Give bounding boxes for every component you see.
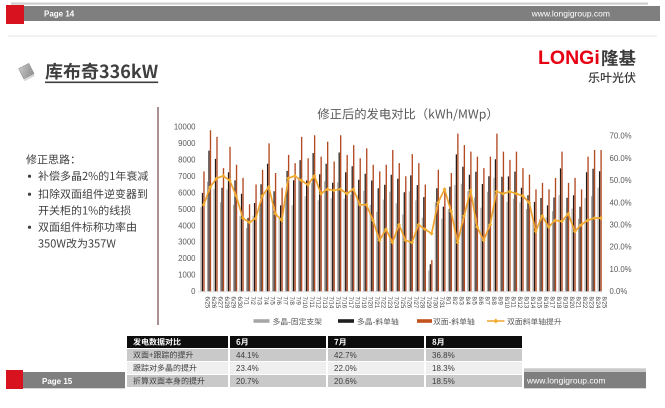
svg-text:8/7: 8/7 (484, 297, 490, 306)
svg-text:8/12: 8/12 (516, 297, 522, 309)
svg-text:7/2: 7/2 (249, 297, 255, 306)
svg-text:70.0%: 70.0% (610, 132, 632, 141)
svg-text:7/30: 7/30 (432, 297, 438, 309)
svg-text:60.0%: 60.0% (610, 154, 632, 163)
svg-text:8/25: 8/25 (601, 297, 607, 309)
svg-text:7/8: 7/8 (288, 297, 294, 306)
svg-text:8/16: 8/16 (542, 297, 548, 309)
svg-text:1000: 1000 (178, 271, 196, 280)
svg-text:7/26: 7/26 (405, 297, 411, 309)
svg-text:40.0%: 40.0% (610, 198, 632, 207)
svg-text:6/26: 6/26 (210, 297, 216, 309)
svg-text:20.6%: 20.6% (334, 377, 357, 386)
svg-text:8/8: 8/8 (490, 297, 496, 306)
svg-text:8/18: 8/18 (555, 297, 561, 309)
svg-text:9000: 9000 (178, 139, 196, 148)
svg-text:6000: 6000 (178, 188, 196, 197)
svg-text:2000: 2000 (178, 254, 196, 263)
svg-text:www.longigroup.com: www.longigroup.com (526, 375, 605, 385)
svg-text:Page 14: Page 14 (44, 9, 75, 18)
svg-text:7/9: 7/9 (295, 297, 301, 306)
svg-text:7/29: 7/29 (425, 297, 431, 309)
svg-text:7/5: 7/5 (269, 297, 275, 306)
svg-text:18.3%: 18.3% (432, 364, 455, 373)
svg-text:7/25: 7/25 (399, 297, 405, 309)
svg-text:18.5%: 18.5% (432, 377, 455, 386)
svg-text:7/21: 7/21 (373, 297, 379, 309)
svg-text:42.7%: 42.7% (334, 351, 357, 360)
svg-text:7/13: 7/13 (321, 297, 327, 309)
svg-text:6/30: 6/30 (236, 297, 242, 309)
svg-text:7/17: 7/17 (347, 297, 353, 309)
svg-text:7/22: 7/22 (379, 297, 385, 309)
svg-text:8/11: 8/11 (510, 297, 516, 309)
svg-text:7/16: 7/16 (340, 297, 346, 309)
svg-text:8/5: 8/5 (471, 297, 477, 306)
svg-text:7/28: 7/28 (418, 297, 424, 309)
svg-text:7/1: 7/1 (243, 297, 249, 306)
svg-text:50.0%: 50.0% (610, 176, 632, 185)
svg-text:8/23: 8/23 (588, 297, 594, 309)
svg-text:8/3: 8/3 (458, 297, 464, 306)
svg-text:20.0%: 20.0% (610, 243, 632, 252)
svg-text:8/2: 8/2 (451, 297, 457, 306)
svg-text:6/27: 6/27 (217, 297, 223, 309)
svg-text:7/20: 7/20 (366, 297, 372, 309)
svg-text:30.0%: 30.0% (610, 220, 632, 229)
svg-text:8/1: 8/1 (445, 297, 451, 306)
svg-text:7/4: 7/4 (262, 297, 268, 306)
svg-text:8/13: 8/13 (523, 297, 529, 309)
svg-text:6/25: 6/25 (204, 297, 210, 309)
svg-text:7000: 7000 (178, 172, 196, 181)
svg-text:7/18: 7/18 (353, 297, 359, 309)
svg-text:7/31: 7/31 (438, 297, 444, 309)
svg-text:8/21: 8/21 (575, 297, 581, 309)
svg-text:8/19: 8/19 (562, 297, 568, 309)
svg-text:7/10: 7/10 (301, 297, 307, 309)
svg-text:7/27: 7/27 (412, 297, 418, 309)
svg-text:7/24: 7/24 (392, 297, 398, 309)
svg-text:7/3: 7/3 (256, 297, 262, 306)
svg-text:6/29: 6/29 (230, 297, 236, 309)
svg-text:7/6: 7/6 (275, 297, 281, 306)
svg-text:10.0%: 10.0% (610, 265, 632, 274)
svg-text:7/12: 7/12 (314, 297, 320, 309)
svg-text:8000: 8000 (178, 156, 196, 165)
svg-text:LONGi: LONGi (538, 47, 600, 69)
svg-text:8/14: 8/14 (529, 297, 535, 309)
svg-text:8/4: 8/4 (464, 297, 470, 306)
svg-text:20.7%: 20.7% (236, 377, 259, 386)
svg-text:www.longigroup.com: www.longigroup.com (531, 9, 610, 19)
svg-text:8/20: 8/20 (568, 297, 574, 309)
svg-text:5000: 5000 (178, 205, 196, 214)
svg-text:Page 15: Page 15 (42, 377, 73, 386)
svg-text:7/14: 7/14 (327, 297, 333, 309)
svg-text:7/23: 7/23 (386, 297, 392, 309)
svg-text:6/28: 6/28 (223, 297, 229, 309)
svg-text:7/11: 7/11 (308, 297, 314, 309)
svg-text:8/17: 8/17 (549, 297, 555, 309)
svg-text:8/15: 8/15 (536, 297, 542, 309)
svg-text:3000: 3000 (178, 238, 196, 247)
svg-text:8/24: 8/24 (594, 297, 600, 309)
svg-text:7/19: 7/19 (360, 297, 366, 309)
svg-text:10000: 10000 (174, 123, 196, 132)
svg-text:8/9: 8/9 (497, 297, 503, 306)
svg-text:0: 0 (191, 287, 196, 296)
svg-text:0.0%: 0.0% (610, 287, 628, 296)
svg-text:8/6: 8/6 (477, 297, 483, 306)
svg-text:8/10: 8/10 (503, 297, 509, 309)
svg-text:44.1%: 44.1% (236, 351, 259, 360)
svg-text:23.4%: 23.4% (236, 364, 259, 373)
svg-text:4000: 4000 (178, 221, 196, 230)
svg-text:36.8%: 36.8% (432, 351, 455, 360)
svg-text:8/22: 8/22 (581, 297, 587, 309)
svg-text:7/7: 7/7 (282, 297, 288, 306)
svg-text:22.0%: 22.0% (334, 364, 357, 373)
svg-text:7/15: 7/15 (334, 297, 340, 309)
